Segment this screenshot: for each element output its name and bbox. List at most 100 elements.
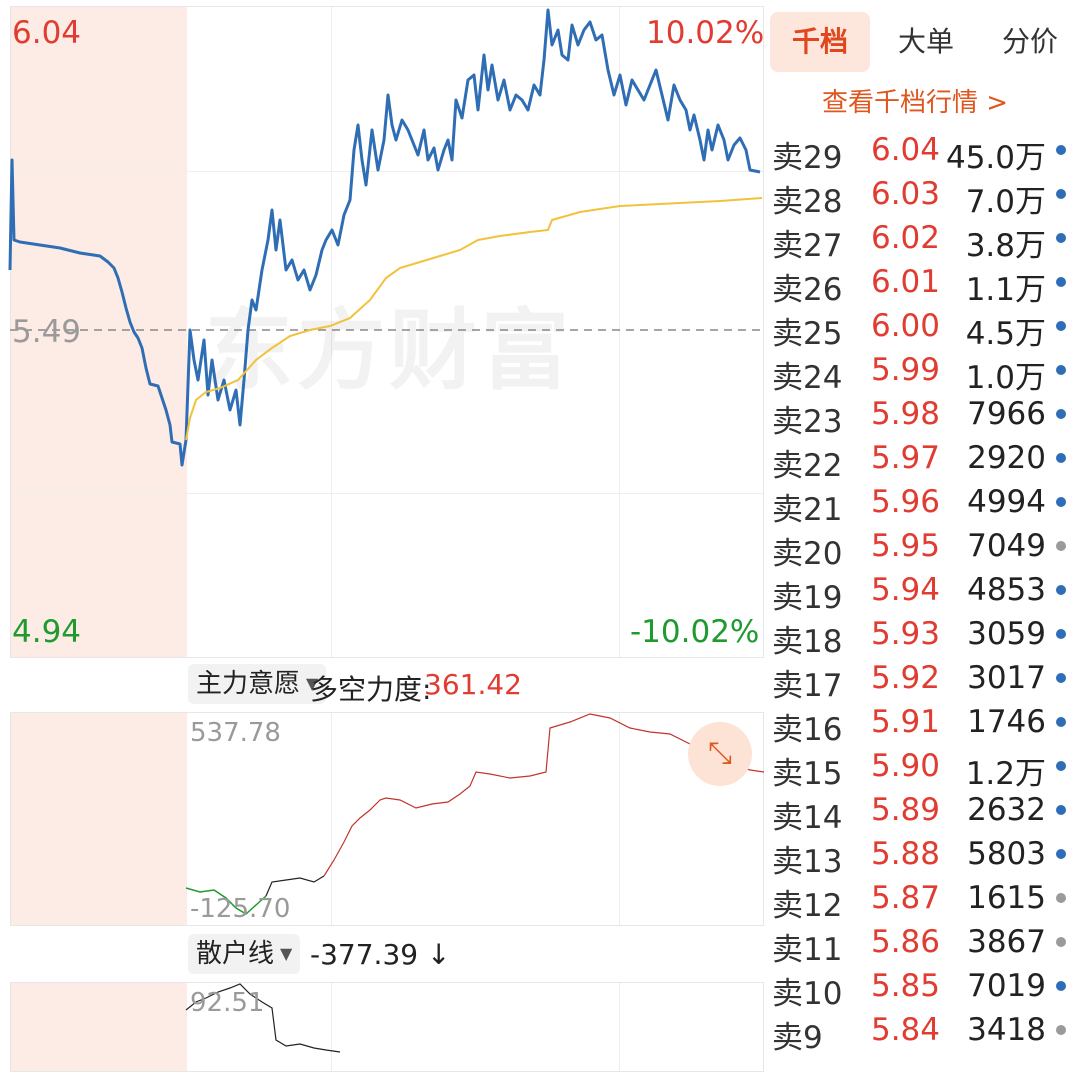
price-low-label: 4.94 xyxy=(12,614,82,650)
order-level-name: 卖17 xyxy=(772,668,843,704)
order-book-row[interactable]: 卖9 5.84 3418 xyxy=(766,1008,1080,1056)
order-book-row[interactable]: 卖14 5.89 2632 xyxy=(766,788,1080,836)
view-depth-link[interactable]: 查看千档行情 > xyxy=(821,88,1009,118)
order-book-row[interactable]: 卖15 5.90 1.2万 xyxy=(766,744,1080,792)
order-indicator-dot xyxy=(1056,365,1066,375)
order-book-row[interactable]: 卖18 5.93 3059 xyxy=(766,612,1080,660)
price-chart[interactable] xyxy=(10,6,764,658)
order-volume: 1.1万 xyxy=(965,272,1046,308)
indicator2-select[interactable]: 散户线 ▼ xyxy=(188,934,301,974)
order-price: 5.85 xyxy=(870,968,940,1004)
price-line xyxy=(8,8,761,467)
order-volume: 2920 xyxy=(967,440,1046,476)
order-book-row[interactable]: 卖23 5.98 7966 xyxy=(766,392,1080,440)
order-book-row[interactable]: 卖17 5.92 3017 xyxy=(766,656,1080,704)
order-price: 5.89 xyxy=(870,792,940,828)
order-level-name: 卖25 xyxy=(772,316,843,352)
order-book-row[interactable]: 卖20 5.95 7049 xyxy=(766,524,1080,572)
order-book-row[interactable]: 卖13 5.88 5803 xyxy=(766,832,1080,880)
expand-icon[interactable]: ⤡ xyxy=(688,722,752,786)
order-price: 6.04 xyxy=(870,132,940,168)
watermark: 东方财富 xyxy=(205,299,574,402)
order-price: 5.93 xyxy=(870,616,940,652)
order-level-name: 卖19 xyxy=(772,580,843,616)
order-level-name: 卖23 xyxy=(772,404,843,440)
order-volume: 7019 xyxy=(967,968,1046,1004)
order-price: 5.97 xyxy=(870,440,940,476)
order-indicator-dot xyxy=(1056,453,1066,463)
order-volume: 3867 xyxy=(967,924,1046,960)
chevron-down-icon: ▼ xyxy=(306,674,319,693)
pre-market-shade xyxy=(11,7,187,657)
grid-line xyxy=(619,7,620,657)
order-price: 6.02 xyxy=(870,220,940,256)
order-indicator-dot xyxy=(1056,277,1066,287)
order-indicator-dot xyxy=(1056,629,1066,639)
order-book-row[interactable]: 卖27 6.02 3.8万 xyxy=(766,216,1080,264)
order-book-row[interactable]: 卖28 6.03 7.0万 xyxy=(766,172,1080,220)
order-price: 5.86 xyxy=(870,924,940,960)
grid-line xyxy=(331,7,332,657)
order-level-name: 卖18 xyxy=(772,624,843,660)
indicator1-positive-line xyxy=(323,713,765,877)
order-indicator-dot xyxy=(1056,981,1066,991)
indicator1-chart[interactable] xyxy=(10,712,764,926)
grid-line xyxy=(619,713,620,925)
order-price: 5.94 xyxy=(870,572,940,608)
order-level-name: 卖27 xyxy=(772,228,843,264)
order-indicator-dot xyxy=(1056,893,1066,903)
order-indicator-dot xyxy=(1056,497,1066,507)
down-arrow-icon: ↓ xyxy=(426,938,451,971)
order-indicator-dot xyxy=(1056,849,1066,859)
order-price: 5.98 xyxy=(870,396,940,432)
order-level-name: 卖13 xyxy=(772,844,843,880)
grid-line xyxy=(331,713,332,925)
order-book-row[interactable]: 卖24 5.99 1.0万 xyxy=(766,348,1080,396)
order-volume: 1.0万 xyxy=(965,360,1046,396)
tab-qiandang[interactable]: 千档 xyxy=(770,12,870,72)
tab-fenjia[interactable]: 分价 xyxy=(1001,25,1058,58)
indicator1-select-label: 主力意愿 xyxy=(196,669,301,699)
order-book-row[interactable]: 卖19 5.94 4853 xyxy=(766,568,1080,616)
order-price: 5.96 xyxy=(870,484,940,520)
order-price: 6.01 xyxy=(870,264,940,300)
order-volume: 7.0万 xyxy=(965,184,1046,220)
order-level-name: 卖28 xyxy=(772,184,843,220)
order-volume: 1615 xyxy=(967,880,1046,916)
order-book-row[interactable]: 卖22 5.97 2920 xyxy=(766,436,1080,484)
order-volume: 4853 xyxy=(967,572,1046,608)
order-book-row[interactable]: 卖25 6.00 4.5万 xyxy=(766,304,1080,352)
prev-close-label: 5.49 xyxy=(12,314,82,350)
order-volume: 2632 xyxy=(967,792,1046,828)
indicator1-bottom-label: -125.70 xyxy=(190,894,291,924)
order-price: 5.84 xyxy=(870,1012,940,1048)
avg-price-line xyxy=(185,197,763,441)
order-level-name: 卖10 xyxy=(772,976,843,1012)
order-indicator-dot xyxy=(1056,189,1066,199)
order-level-name: 卖21 xyxy=(772,492,843,528)
order-volume: 3017 xyxy=(967,660,1046,696)
order-book-row[interactable]: 卖29 6.04 45.0万 xyxy=(766,128,1080,176)
order-volume: 4994 xyxy=(967,484,1046,520)
price-chart-lines xyxy=(8,8,763,467)
order-volume: 7966 xyxy=(967,396,1046,432)
order-volume: 3.8万 xyxy=(965,228,1046,264)
order-volume: 3059 xyxy=(967,616,1046,652)
order-price: 6.00 xyxy=(870,308,940,344)
order-level-name: 卖22 xyxy=(772,448,843,484)
order-book-row[interactable]: 卖10 5.85 7019 xyxy=(766,964,1080,1012)
indicator2-lines xyxy=(185,983,341,1053)
indicator1-select[interactable]: 主力意愿 ▼ xyxy=(188,664,327,704)
order-indicator-dot xyxy=(1056,717,1066,727)
order-book-row[interactable]: 卖11 5.86 3867 xyxy=(766,920,1080,968)
order-book-row[interactable]: 卖16 5.91 1746 xyxy=(766,700,1080,748)
indicator1-metric-label: 多空力度: xyxy=(310,673,432,706)
order-book-row[interactable]: 卖21 5.96 4994 xyxy=(766,480,1080,528)
order-level-name: 卖24 xyxy=(772,360,843,396)
chevron-down-icon: ▼ xyxy=(280,944,293,963)
order-book-row[interactable]: 卖26 6.01 1.1万 xyxy=(766,260,1080,308)
order-book-row[interactable]: 卖12 5.87 1615 xyxy=(766,876,1080,924)
indicator1-negative-line xyxy=(185,887,267,915)
indicator2-metric-value: -377.39 ↓ xyxy=(310,938,450,971)
tab-dadan[interactable]: 大单 xyxy=(897,25,954,58)
